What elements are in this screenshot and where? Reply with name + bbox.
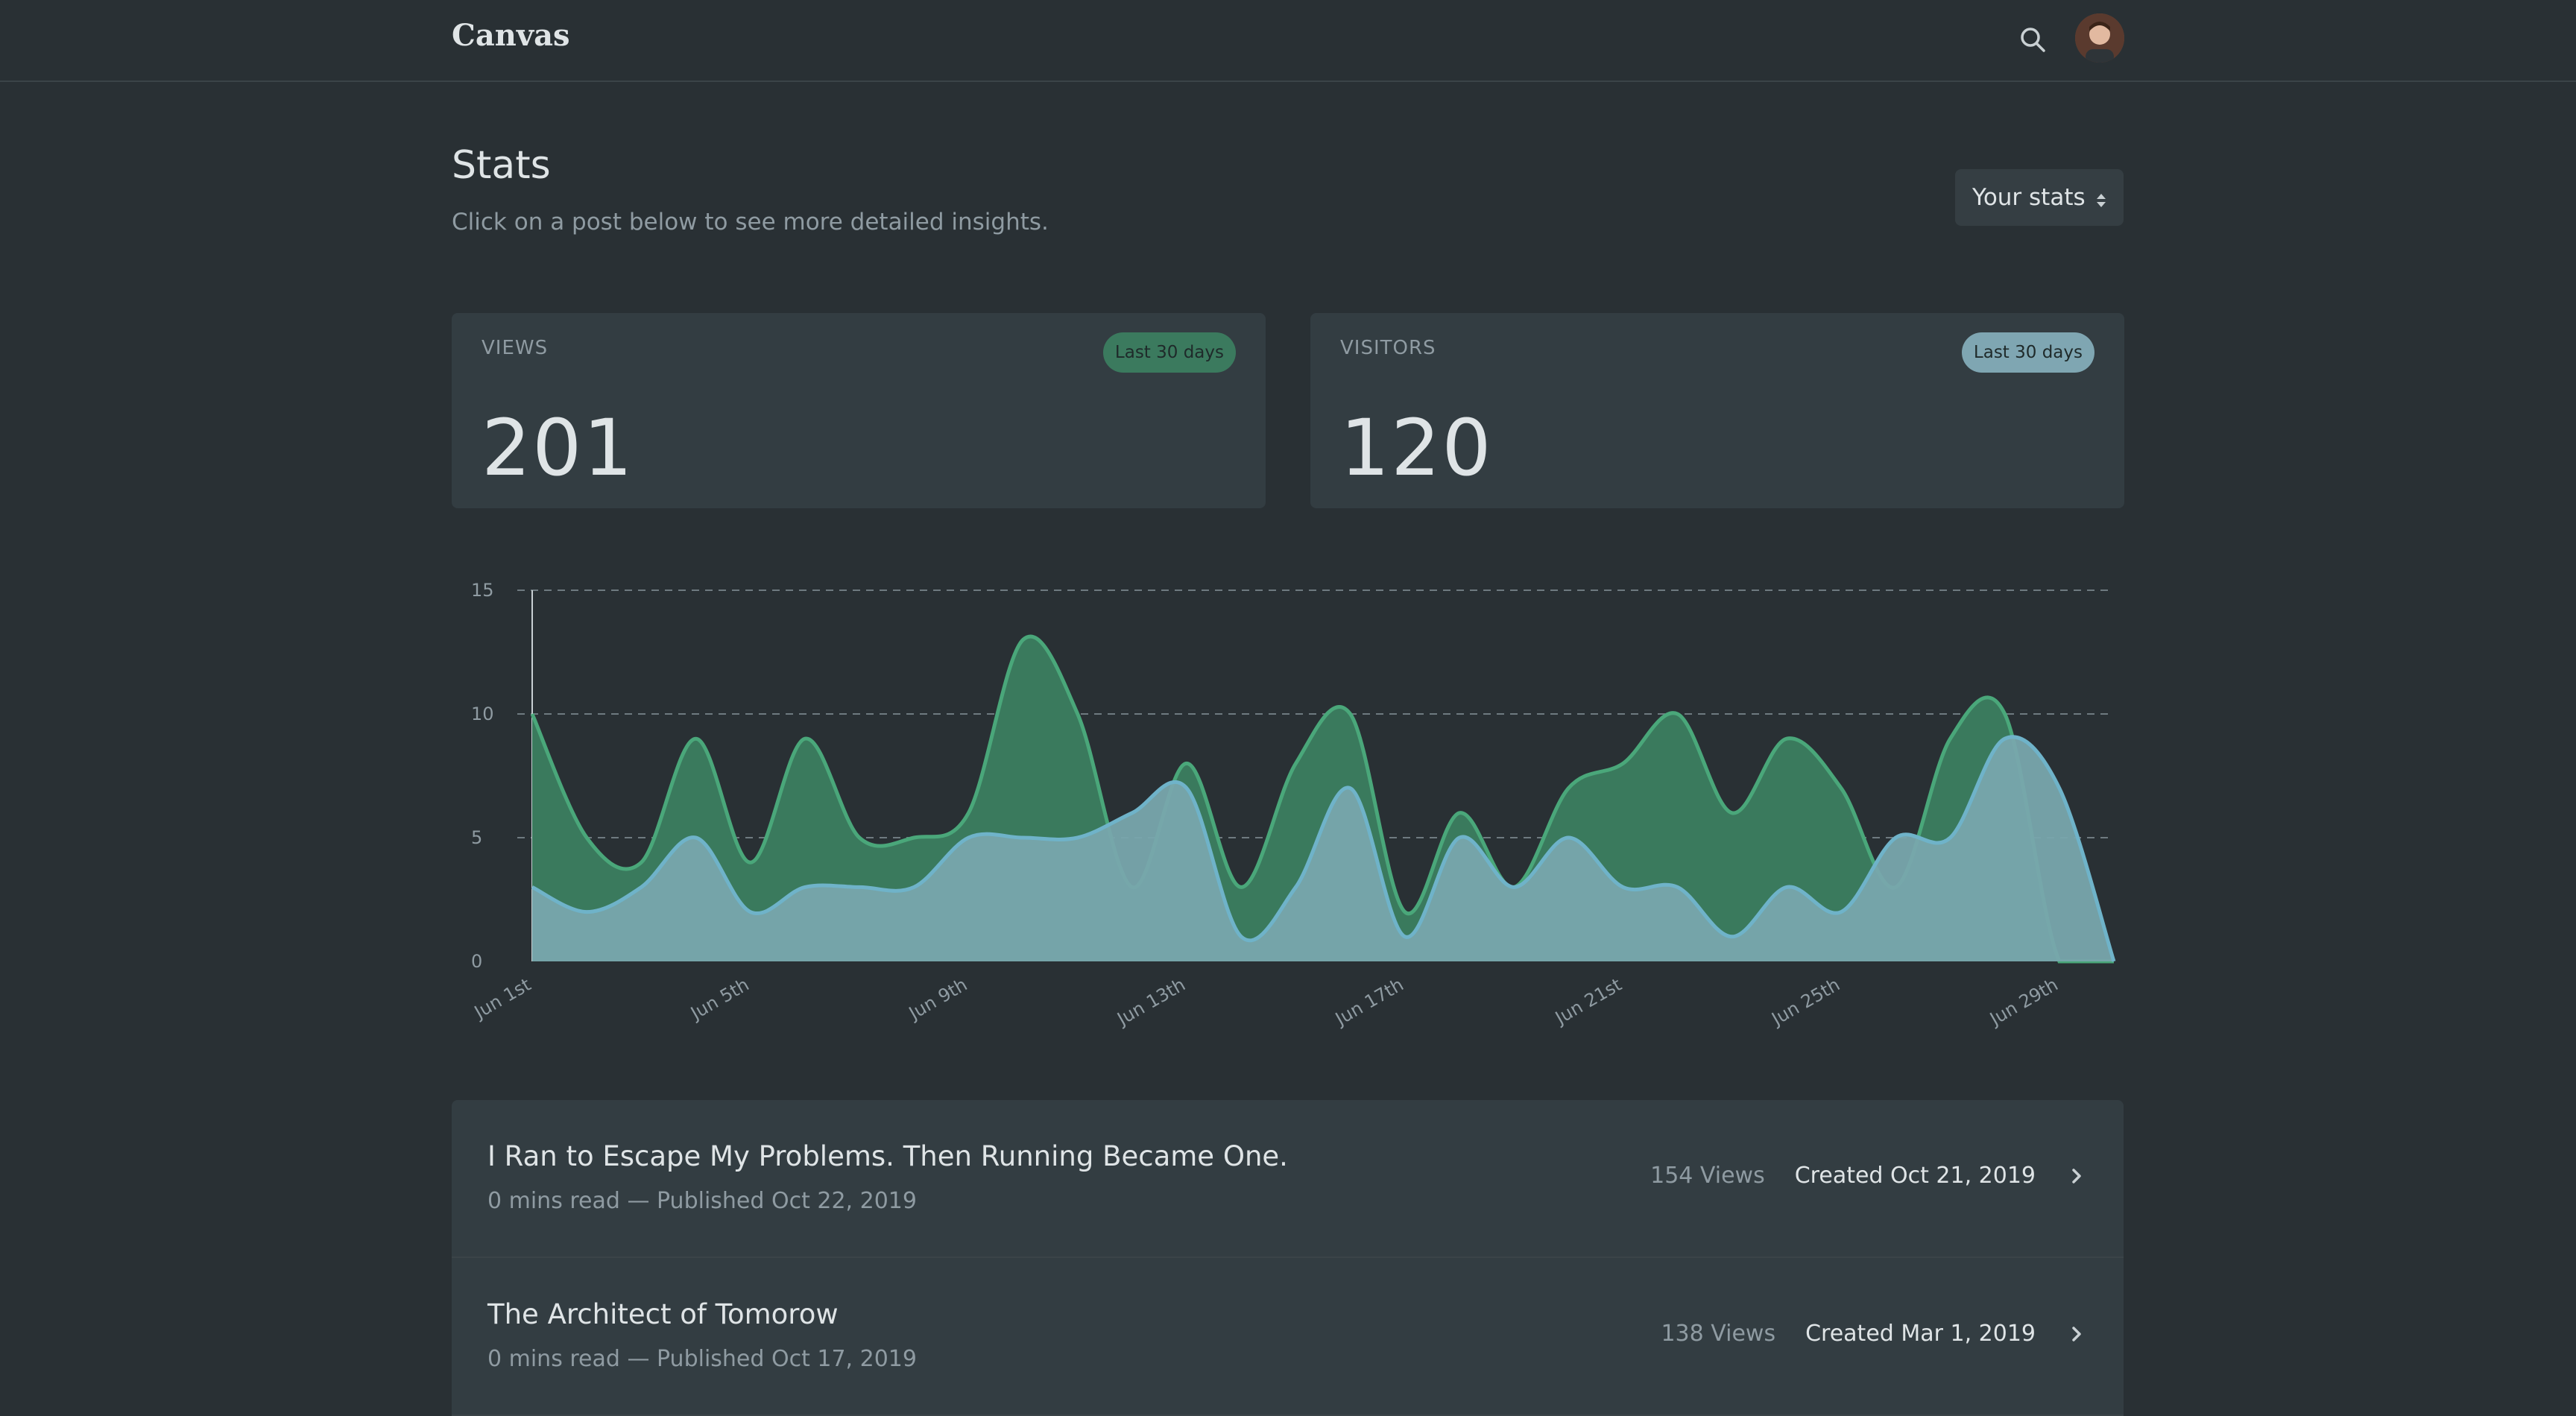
stats-chart: 0 5 10 15 Jun 1st Jun 5th Jun 9th Jun 13th Jun 1… [452,566,2129,1043]
user-avatar[interactable] [2075,13,2124,63]
post-title: The Architect of Tomorow [487,1298,839,1330]
post-stats: 154 Views Created Oct 21, 2019 [1650,1163,2088,1189]
post-row[interactable]: The Architect of Tomorow 0 mins read — P… [452,1258,2124,1416]
stats-chart-svg: 0 5 10 15 Jun 1st Jun 5th Jun 9th Jun 13th Jun 1… [470,580,2116,1030]
visitors-label: VISITORS [1340,337,1436,359]
visitors-count: 120 [1340,402,1493,493]
search-icon[interactable] [2017,24,2050,57]
page-subtitle: Click on a post below to see more detail… [452,209,1049,236]
visitors-period-badge: Last 30 days [1961,332,2094,373]
chevron-right-icon [2065,1165,2088,1187]
visitors-area [532,736,2114,961]
page-title: Stats [452,143,551,188]
views-label: VIEWS [482,337,549,359]
post-stats: 138 Views Created Mar 1, 2019 [1661,1321,2088,1347]
stats-scope-value: Your stats [1972,184,2086,211]
top-navbar: Canvas [0,0,2576,82]
visitors-line [531,735,2116,962]
x-tick-label: Jun 5th [686,974,752,1025]
x-tick-label: Jun 21st [1550,974,1625,1029]
views-period-badge: Last 30 days [1102,332,1236,373]
select-arrows-icon [2095,189,2107,215]
post-created-date: Created Mar 1, 2019 [1805,1321,2036,1347]
x-tick-label: Jun 1st [470,974,534,1023]
stats-scope-select[interactable]: Your stats [1955,169,2124,226]
post-created-date: Created Oct 21, 2019 [1794,1163,2036,1189]
chevron-right-icon [2065,1323,2088,1345]
x-tick-label: Jun 9th [904,974,970,1025]
views-card: VIEWS Last 30 days 201 [452,313,1266,508]
y-tick-label: 0 [471,951,482,972]
views-count: 201 [482,402,634,493]
x-tick-label: Jun 25th [1767,974,1844,1030]
post-views: 154 Views [1650,1163,1765,1189]
post-meta: 0 mins read — Published Oct 22, 2019 [487,1188,917,1214]
post-row[interactable]: I Ran to Escape My Problems. Then Runnin… [452,1100,2124,1258]
post-views: 138 Views [1661,1321,1776,1347]
posts-list: I Ran to Escape My Problems. Then Runnin… [452,1100,2124,1416]
x-tick-label: Jun 13th [1112,974,1189,1030]
views-line [530,634,2114,964]
app-logo[interactable]: Canvas [452,18,570,53]
y-tick-label: 10 [471,704,494,724]
x-tick-label: Jun 29th [1985,974,2062,1030]
post-meta: 0 mins read — Published Oct 17, 2019 [487,1346,917,1372]
x-tick-label: Jun 17th [1330,974,1407,1030]
y-tick-label: 5 [471,827,482,848]
post-title: I Ran to Escape My Problems. Then Runnin… [487,1140,1288,1172]
visitors-card: VISITORS Last 30 days 120 [1310,313,2124,508]
y-tick-label: 15 [471,580,494,601]
